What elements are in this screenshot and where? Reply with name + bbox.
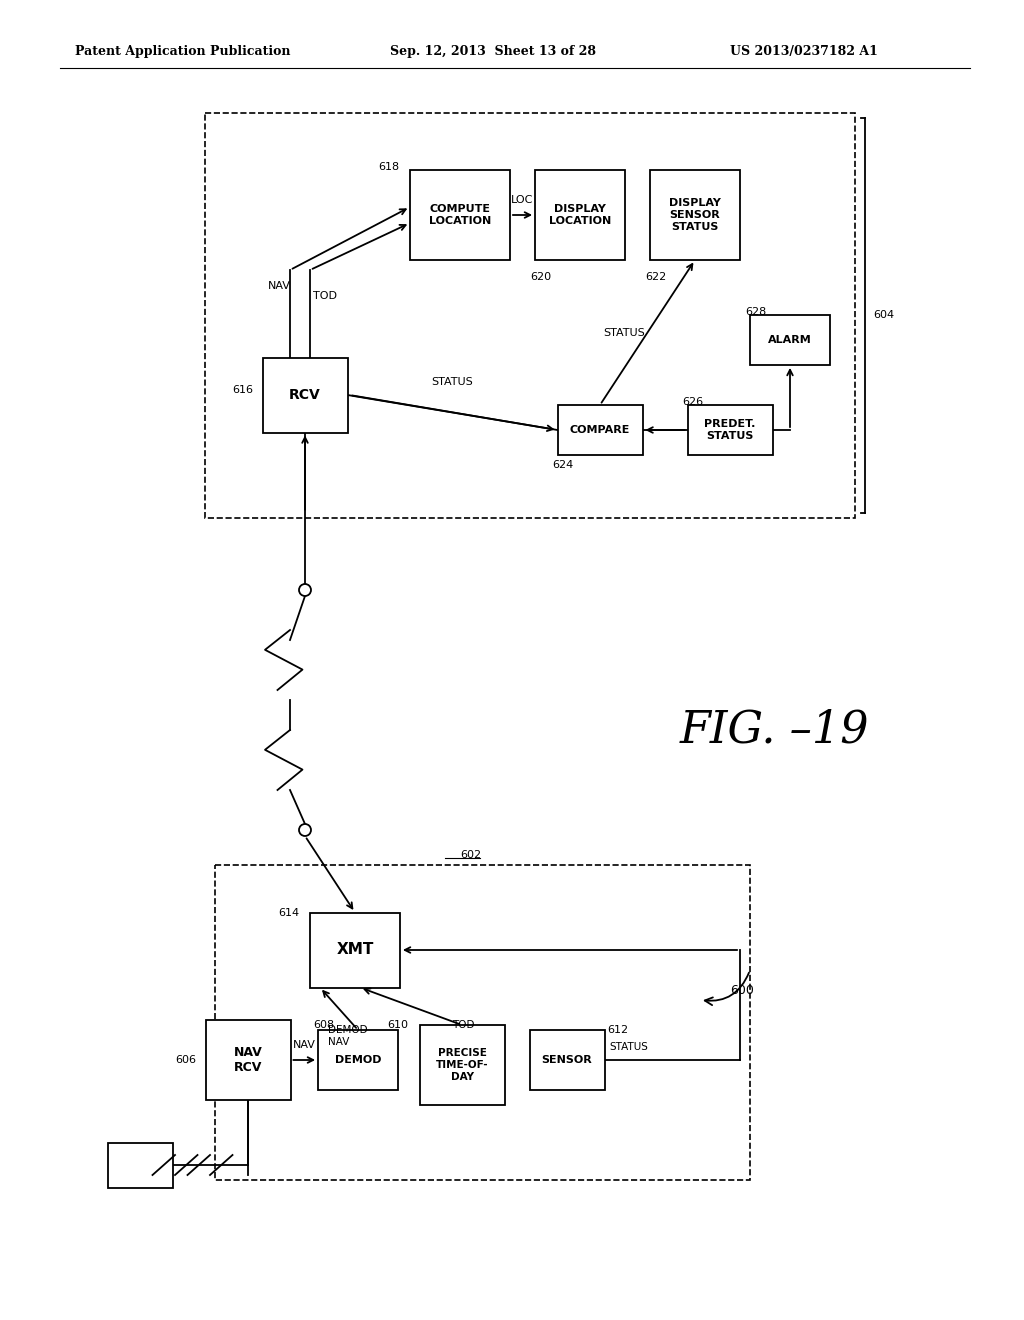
Text: DISPLAY
LOCATION: DISPLAY LOCATION bbox=[549, 205, 611, 226]
Text: 608: 608 bbox=[313, 1020, 334, 1030]
Text: TOD: TOD bbox=[313, 292, 337, 301]
Bar bbox=[650, 170, 740, 260]
Text: 612: 612 bbox=[607, 1026, 629, 1035]
Text: PRECISE
TIME-OF-
DAY: PRECISE TIME-OF- DAY bbox=[435, 1048, 488, 1081]
Bar bbox=[206, 1020, 291, 1100]
Text: XMT: XMT bbox=[336, 942, 374, 957]
Bar bbox=[410, 170, 510, 260]
Text: 626: 626 bbox=[683, 397, 703, 407]
Text: 628: 628 bbox=[745, 308, 766, 317]
Text: 624: 624 bbox=[553, 459, 573, 470]
Text: SENSOR: SENSOR bbox=[542, 1055, 592, 1065]
Text: DEMOD: DEMOD bbox=[335, 1055, 381, 1065]
Text: 606: 606 bbox=[175, 1055, 197, 1065]
Text: COMPARE: COMPARE bbox=[569, 425, 630, 436]
Bar bbox=[108, 1143, 172, 1188]
Text: NAV
RCV: NAV RCV bbox=[233, 1045, 262, 1074]
Text: DEMOD
NAV: DEMOD NAV bbox=[328, 1026, 368, 1047]
Text: Patent Application Publication: Patent Application Publication bbox=[75, 45, 291, 58]
Bar bbox=[750, 315, 830, 366]
Bar bbox=[318, 1030, 398, 1090]
Text: RCV: RCV bbox=[289, 388, 321, 403]
Text: ALARM: ALARM bbox=[768, 335, 812, 345]
Bar bbox=[557, 405, 642, 455]
Text: 610: 610 bbox=[387, 1020, 409, 1030]
Text: TOD: TOD bbox=[452, 1020, 474, 1030]
Bar bbox=[535, 170, 625, 260]
Bar bbox=[215, 865, 750, 1180]
Text: US 2013/0237182 A1: US 2013/0237182 A1 bbox=[730, 45, 878, 58]
Text: 604: 604 bbox=[873, 310, 894, 321]
Text: COMPUTE
LOCATION: COMPUTE LOCATION bbox=[429, 205, 492, 226]
Text: Sep. 12, 2013  Sheet 13 of 28: Sep. 12, 2013 Sheet 13 of 28 bbox=[390, 45, 596, 58]
Bar bbox=[529, 1030, 604, 1090]
Text: STATUS: STATUS bbox=[432, 378, 473, 387]
Bar bbox=[420, 1026, 505, 1105]
Text: 622: 622 bbox=[645, 272, 667, 282]
Bar bbox=[687, 405, 772, 455]
Text: PREDET.
STATUS: PREDET. STATUS bbox=[705, 420, 756, 441]
Text: 620: 620 bbox=[530, 272, 551, 282]
Text: 618: 618 bbox=[378, 162, 399, 172]
Text: 602: 602 bbox=[460, 850, 481, 861]
Text: LOC: LOC bbox=[511, 195, 534, 205]
Circle shape bbox=[299, 583, 311, 597]
Bar bbox=[262, 358, 347, 433]
Text: 600: 600 bbox=[730, 983, 754, 997]
Text: NAV: NAV bbox=[293, 1040, 315, 1049]
Bar bbox=[205, 114, 855, 517]
Text: NAV: NAV bbox=[268, 281, 291, 292]
Circle shape bbox=[299, 824, 311, 836]
Text: STATUS: STATUS bbox=[603, 327, 645, 338]
Bar bbox=[310, 912, 400, 987]
Text: 616: 616 bbox=[232, 385, 254, 395]
Text: STATUS: STATUS bbox=[609, 1041, 648, 1052]
Text: 614: 614 bbox=[278, 908, 299, 917]
Text: FIG. –19: FIG. –19 bbox=[680, 709, 869, 751]
Text: DISPLAY
SENSOR
STATUS: DISPLAY SENSOR STATUS bbox=[669, 198, 721, 231]
